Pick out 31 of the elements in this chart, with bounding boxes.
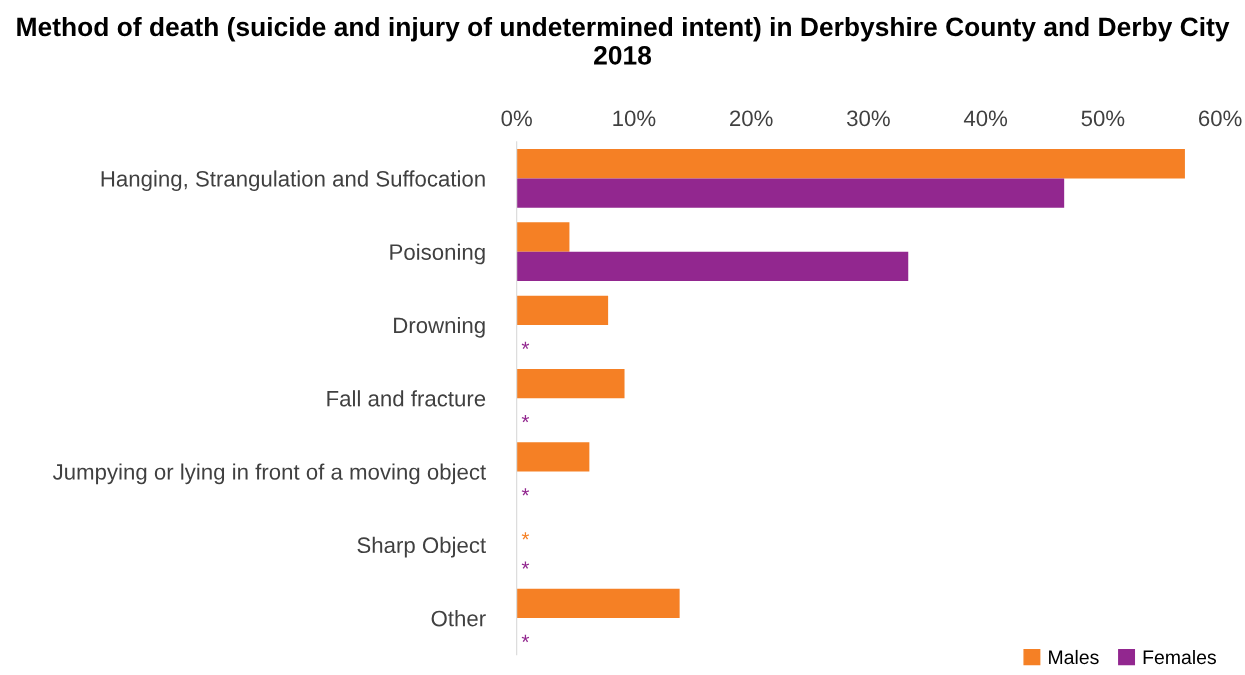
y-tick-label: Poisoning: [390, 243, 485, 265]
y-tick-label: Fall and fracture: [327, 390, 486, 407]
x-tick-label: 60%: [1198, 110, 1242, 127]
x-tick-label: 50%: [1081, 110, 1125, 127]
legend-label: Males: [1049, 649, 1099, 665]
bar: [516, 222, 570, 252]
bar: [516, 178, 1065, 208]
bar: [516, 251, 909, 281]
chart-title: Method of death (suicide and injury of undetermined intent) in Derbyshire County and Derby City 2018: [17, 16, 1230, 65]
legend-label: Females: [1143, 649, 1216, 665]
text: *: [521, 488, 530, 496]
x-tick-label: 10%: [613, 110, 656, 127]
x-tick-label: 0%: [501, 110, 532, 127]
x-tick-label: 40%: [963, 110, 1008, 127]
x-tick-label: 30%: [847, 110, 890, 127]
y-tick-label: Sharp Object: [357, 536, 486, 558]
text: *: [521, 532, 530, 540]
y-tick-label: Drowning: [394, 316, 485, 338]
y-tick-label: Other: [431, 610, 486, 627]
text: *: [521, 634, 530, 643]
x-tick-label: 20%: [730, 110, 773, 127]
bar: [516, 368, 625, 399]
bar: [516, 149, 1185, 179]
y-tick-label: Jumpying or lying in front of a moving object: [52, 463, 486, 485]
text: *: [521, 414, 530, 423]
bar: [516, 588, 680, 619]
bar: [516, 295, 609, 325]
text: *: [521, 561, 530, 569]
y-tick-label: Hanging, Strangulation and Suffocation: [101, 170, 485, 192]
text: *: [521, 341, 530, 349]
bar: [516, 442, 590, 472]
